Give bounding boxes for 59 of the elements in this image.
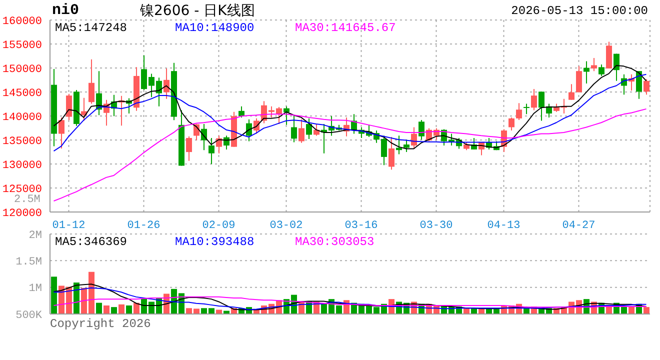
candlestick [576, 66, 582, 93]
candlestick [531, 88, 537, 111]
chart-title: 镍2606 - 日K线图 [140, 2, 255, 20]
text: MA5:346369 [55, 235, 128, 249]
candlestick [291, 114, 297, 143]
candlestick [298, 118, 304, 144]
candlestick [208, 137, 214, 165]
text: MA10:393488 [175, 235, 256, 249]
candlestick [58, 116, 64, 149]
text: 2.5M [14, 194, 40, 206]
candlestick [238, 106, 244, 118]
x-tick-label: 02-09 [202, 220, 236, 232]
candlestick [516, 102, 522, 121]
y-tick-label: 120000 [2, 208, 42, 220]
candlestick [568, 84, 574, 100]
text: MA5:147248 [55, 21, 128, 35]
y-tick-label: 155000 [2, 40, 42, 52]
text: ni0 [52, 2, 80, 19]
line-series [53, 296, 647, 308]
candlestick [306, 118, 312, 140]
candlestick [606, 41, 612, 69]
y-tick-label: 1.5M [16, 256, 42, 269]
candlestick [508, 116, 514, 131]
candlestick [538, 91, 544, 122]
candlestick [418, 120, 424, 140]
text: MA30:303053 [295, 235, 376, 249]
candlestick [598, 64, 604, 76]
candlestick [186, 136, 192, 162]
y-tick-label: 125000 [2, 184, 42, 196]
candlestick [644, 78, 650, 96]
candlestick [404, 139, 410, 153]
y-tick-label: 130000 [2, 160, 42, 172]
text: MA10:148900 [175, 21, 256, 35]
x-tick-label: 01-12 [52, 220, 86, 232]
y-tick-label: 150000 [2, 64, 42, 76]
x-tick-label: 01-26 [127, 220, 160, 232]
text: 2026-05-13 15:00:00 [511, 4, 648, 18]
y-tick-label: 2M [28, 230, 42, 242]
candlestick [388, 136, 394, 170]
y-tick-label: 1M [28, 283, 42, 296]
y-tick-label: 145000 [2, 88, 42, 100]
x-tick-label: 04-27 [562, 220, 596, 232]
x-tick-label: 03-02 [270, 220, 303, 232]
candlestick [614, 53, 620, 82]
y-tick-label: 160000 [2, 16, 42, 28]
y-tick-label: 500K [16, 310, 42, 322]
x-tick-label: 03-16 [344, 220, 378, 232]
x-tick-label: 03-30 [420, 220, 453, 232]
candlestick [88, 58, 94, 104]
text: Copyright 2026 [50, 317, 151, 331]
candlestick [524, 103, 530, 115]
candlestick [591, 58, 597, 72]
text: MA30:141645.67 [295, 21, 397, 35]
candlestick [66, 93, 72, 121]
y-tick-label: 135000 [2, 136, 42, 148]
y-tick-label: 140000 [2, 112, 42, 124]
candlestick [164, 68, 170, 100]
candlestick [81, 97, 87, 122]
x-tick-label: 04-13 [487, 220, 520, 232]
